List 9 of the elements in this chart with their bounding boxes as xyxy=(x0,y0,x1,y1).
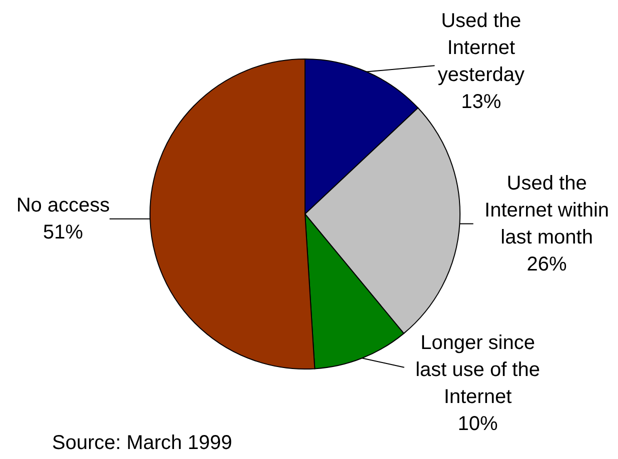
slice-label: Longer since last use of the Internet xyxy=(415,332,540,408)
data-label: 13% xyxy=(461,91,502,113)
slice-label: Used the Internet yesterday xyxy=(438,10,525,86)
slice-label: No access xyxy=(16,194,110,216)
slice-label: Used the Internet within last month xyxy=(484,172,610,248)
data-label: 10% xyxy=(458,413,498,435)
data-label: 51% xyxy=(43,221,84,244)
data-label: 26% xyxy=(526,253,568,276)
source-note: Source: March 1999 xyxy=(52,432,232,454)
